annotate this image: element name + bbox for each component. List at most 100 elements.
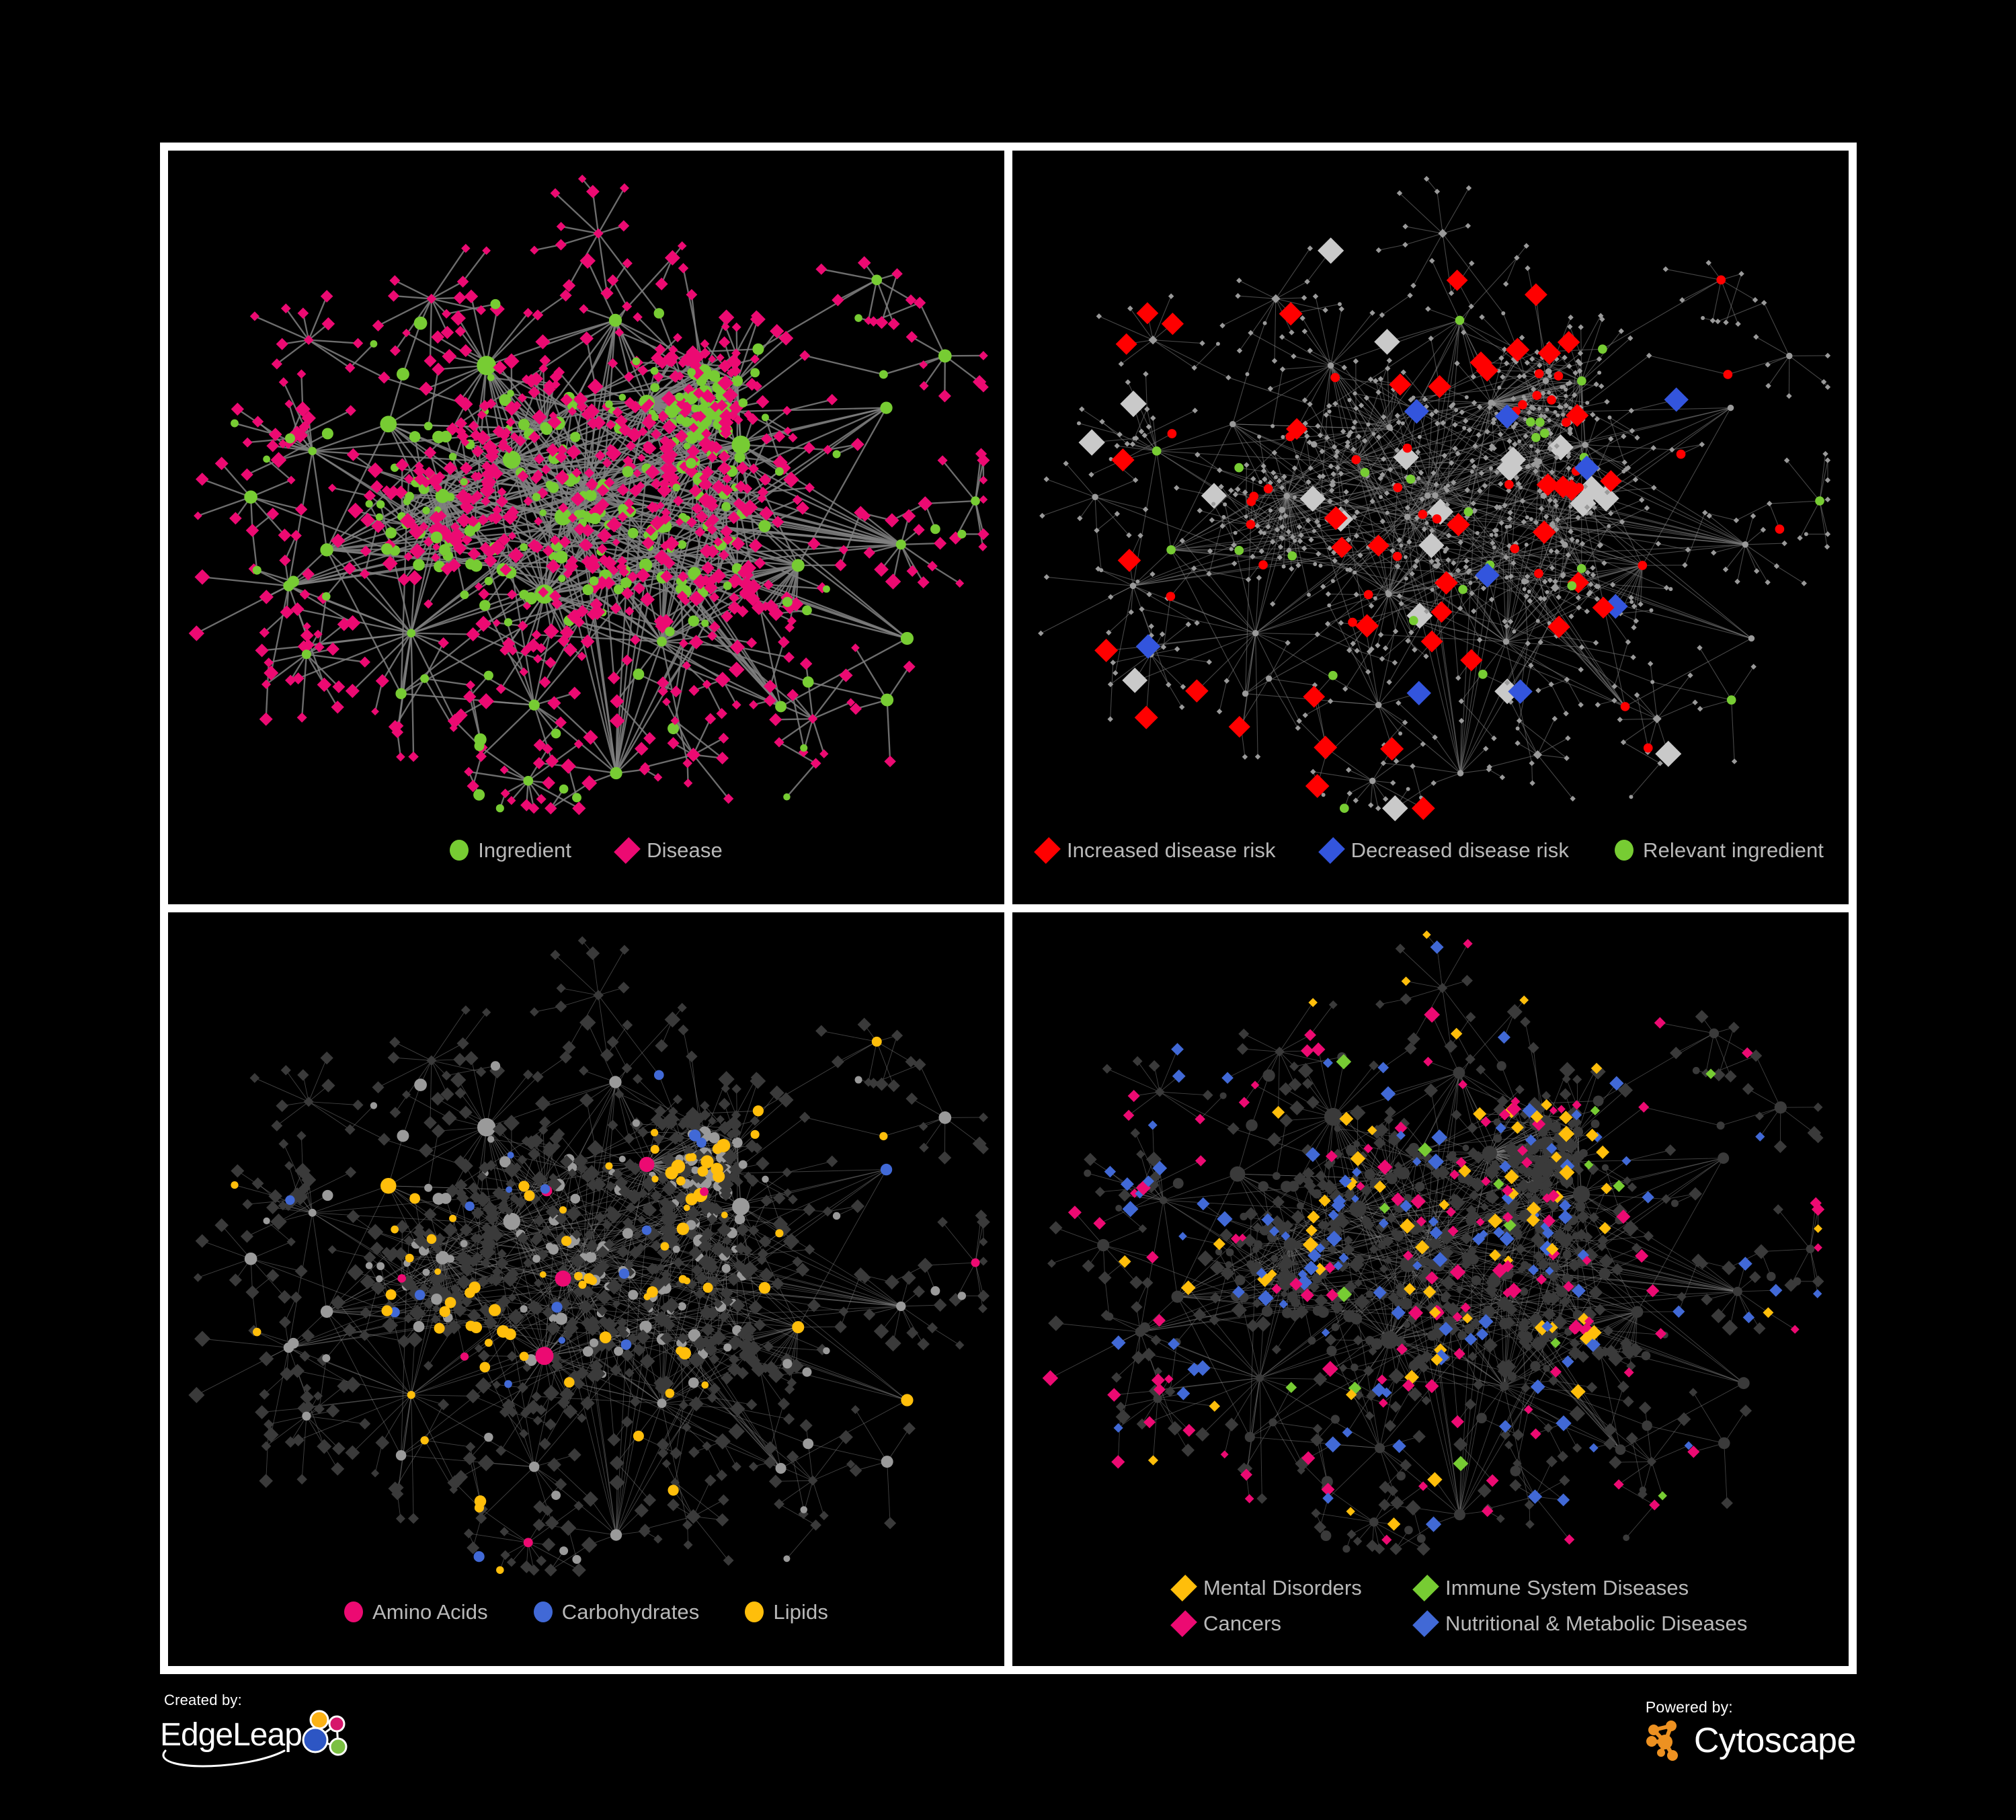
network-node-disease[interactable] bbox=[240, 1230, 254, 1243]
network-node-ingredient[interactable] bbox=[1347, 398, 1352, 402]
network-node-disease[interactable] bbox=[1346, 790, 1353, 797]
network-node-ingredient[interactable] bbox=[1256, 1374, 1264, 1382]
network-node-disease[interactable] bbox=[1575, 514, 1581, 521]
network-node-ingredient[interactable] bbox=[308, 446, 317, 456]
network-node-disease[interactable] bbox=[1305, 774, 1330, 798]
network-node-ingredient[interactable] bbox=[1283, 492, 1290, 500]
network-node-disease[interactable] bbox=[686, 444, 700, 459]
network-node-disease[interactable] bbox=[586, 946, 600, 961]
network-node-ingredient[interactable] bbox=[1766, 1271, 1776, 1281]
network-node-disease[interactable] bbox=[1338, 306, 1344, 312]
network-node-disease[interactable] bbox=[1669, 1046, 1683, 1060]
network-node-ingredient[interactable] bbox=[588, 1276, 598, 1285]
network-node-ingredient[interactable] bbox=[1215, 342, 1220, 346]
network-node-ingredient[interactable] bbox=[1629, 600, 1634, 604]
network-node-disease[interactable] bbox=[1209, 517, 1215, 523]
network-node-disease[interactable] bbox=[1424, 1006, 1441, 1023]
legend-item-nutritional-metabolic-diseases[interactable]: Nutritional & Metabolic Diseases bbox=[1412, 1610, 1792, 1637]
network-node-ingredient[interactable] bbox=[1129, 582, 1137, 590]
network-node-disease[interactable] bbox=[587, 379, 604, 395]
network-node-disease[interactable] bbox=[606, 444, 616, 453]
network-node-disease[interactable] bbox=[722, 1148, 739, 1165]
network-node-ingredient[interactable] bbox=[1621, 1343, 1631, 1353]
network-node-ingredient[interactable] bbox=[285, 1195, 295, 1205]
network-node-disease[interactable] bbox=[1466, 427, 1473, 433]
network-node-ingredient[interactable] bbox=[721, 1212, 728, 1219]
network-node-disease[interactable] bbox=[407, 1331, 423, 1348]
network-node-ingredient[interactable] bbox=[681, 417, 692, 428]
network-node-ingredient[interactable] bbox=[1400, 421, 1405, 426]
network-node-ingredient[interactable] bbox=[1393, 483, 1403, 493]
network-node-disease[interactable] bbox=[1350, 641, 1356, 647]
network-node-disease[interactable] bbox=[1043, 574, 1050, 580]
network-node-disease[interactable] bbox=[1389, 1542, 1402, 1555]
network-node-ingredient[interactable] bbox=[1166, 592, 1176, 601]
network-node-disease[interactable] bbox=[1115, 333, 1137, 355]
network-node-ingredient[interactable] bbox=[639, 1156, 655, 1173]
network-node-ingredient[interactable] bbox=[879, 370, 888, 379]
network-node-disease[interactable] bbox=[677, 1002, 687, 1013]
network-node-disease[interactable] bbox=[838, 1429, 853, 1445]
network-node-ingredient[interactable] bbox=[672, 483, 680, 491]
network-node-ingredient[interactable] bbox=[1582, 441, 1588, 448]
network-node-disease[interactable] bbox=[1384, 589, 1391, 596]
network-node-ingredient[interactable] bbox=[1281, 564, 1286, 569]
network-node-ingredient[interactable] bbox=[1398, 731, 1403, 736]
network-node-disease[interactable] bbox=[719, 1286, 733, 1300]
network-node-disease[interactable] bbox=[1107, 1388, 1121, 1402]
network-node-disease[interactable] bbox=[1039, 512, 1045, 519]
network-node-disease[interactable] bbox=[259, 1351, 274, 1366]
network-node-ingredient[interactable] bbox=[263, 455, 270, 463]
network-node-ingredient[interactable] bbox=[244, 490, 257, 504]
network-node-disease[interactable] bbox=[677, 1119, 688, 1130]
network-node-disease[interactable] bbox=[1564, 676, 1570, 682]
network-node-disease[interactable] bbox=[700, 1336, 712, 1348]
network-node-disease[interactable] bbox=[546, 443, 560, 457]
network-node-disease[interactable] bbox=[1603, 1437, 1617, 1450]
network-node-disease[interactable] bbox=[1687, 672, 1693, 678]
network-node-disease[interactable] bbox=[621, 654, 633, 666]
network-node-disease[interactable] bbox=[259, 712, 273, 726]
network-node-disease[interactable] bbox=[1502, 1185, 1514, 1197]
network-node-disease[interactable] bbox=[978, 1112, 989, 1123]
network-node-disease[interactable] bbox=[700, 1227, 715, 1240]
network-node-ingredient[interactable] bbox=[470, 559, 483, 572]
network-node-ingredient[interactable] bbox=[783, 1555, 791, 1562]
network-node-ingredient[interactable] bbox=[1293, 539, 1297, 543]
network-node-disease[interactable] bbox=[545, 657, 557, 669]
network-node-disease[interactable] bbox=[1118, 1189, 1131, 1202]
network-node-ingredient[interactable] bbox=[633, 1430, 644, 1441]
legend-item-disease[interactable]: Disease bbox=[614, 836, 723, 864]
network-node-disease[interactable] bbox=[575, 1366, 590, 1380]
network-node-disease[interactable] bbox=[1148, 1060, 1160, 1072]
network-node-disease[interactable] bbox=[700, 389, 715, 403]
network-node-disease[interactable] bbox=[286, 1237, 296, 1247]
network-node-disease[interactable] bbox=[1088, 471, 1094, 478]
network-node-disease[interactable] bbox=[468, 1182, 479, 1193]
network-node-disease[interactable] bbox=[623, 1133, 635, 1144]
network-node-disease[interactable] bbox=[561, 758, 576, 774]
network-node-disease[interactable] bbox=[571, 467, 582, 478]
network-node-disease[interactable] bbox=[1424, 1379, 1439, 1394]
network-node-disease[interactable] bbox=[499, 563, 512, 576]
network-node-ingredient[interactable] bbox=[446, 1255, 454, 1263]
network-node-ingredient[interactable] bbox=[444, 1297, 456, 1308]
network-node-ingredient[interactable] bbox=[460, 1240, 468, 1248]
network-node-disease[interactable] bbox=[1396, 700, 1402, 706]
network-node-disease[interactable] bbox=[716, 708, 727, 719]
network-node-ingredient[interactable] bbox=[647, 1286, 658, 1298]
network-node-disease[interactable] bbox=[1420, 630, 1443, 653]
network-node-disease[interactable] bbox=[1738, 270, 1744, 277]
network-node-disease[interactable] bbox=[815, 1025, 828, 1037]
network-node-disease[interactable] bbox=[1126, 532, 1132, 539]
network-node-disease[interactable] bbox=[659, 463, 671, 474]
network-node-ingredient[interactable] bbox=[424, 1183, 433, 1192]
network-node-disease[interactable] bbox=[320, 290, 333, 303]
network-node-disease[interactable] bbox=[1404, 504, 1411, 511]
network-node-disease[interactable] bbox=[1465, 185, 1472, 191]
network-node-disease[interactable] bbox=[1742, 1047, 1753, 1059]
network-node-disease[interactable] bbox=[1654, 1017, 1666, 1029]
network-node-disease[interactable] bbox=[517, 620, 528, 631]
network-node-disease[interactable] bbox=[1365, 1411, 1375, 1421]
network-node-disease[interactable] bbox=[533, 654, 542, 664]
